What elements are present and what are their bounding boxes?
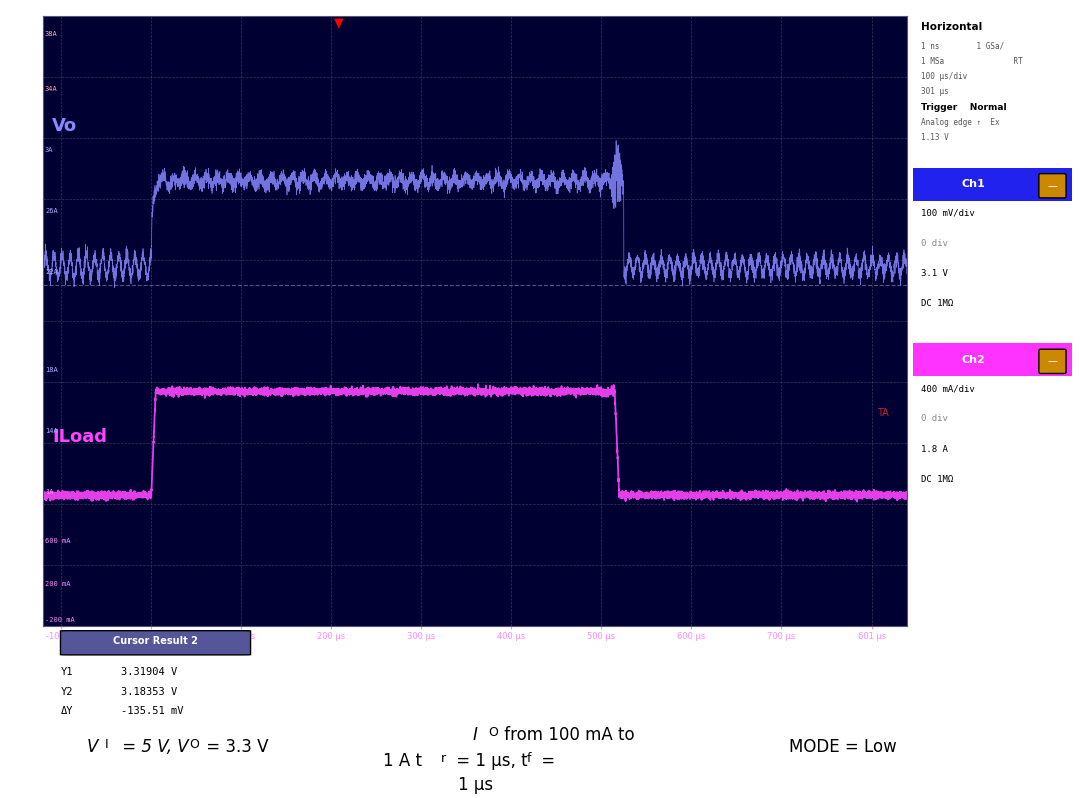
Text: 600 mA: 600 mA [45,538,70,544]
Text: 1.8 A: 1.8 A [920,444,947,454]
Text: ▼: ▼ [334,16,343,29]
Text: Ch1: Ch1 [961,180,985,189]
Bar [913,168,1072,201]
Text: Y1: Y1 [60,667,73,678]
Text: 1 ns        1 GSa/: 1 ns 1 GSa/ [920,41,1003,50]
Text: -200 mA: -200 mA [45,618,75,623]
Text: V: V [86,738,98,757]
Text: O: O [189,738,199,751]
Text: 1 A t: 1 A t [383,752,422,770]
Text: = 3.3 V: = 3.3 V [201,738,268,757]
Text: 100 μs/div: 100 μs/div [920,72,967,81]
Text: =: = [536,752,555,770]
Text: 3A: 3A [45,148,54,153]
Text: O: O [488,726,498,739]
Text: 3.1 V: 3.1 V [920,269,947,279]
Text: ΔY: ΔY [60,705,73,716]
Text: 1.13 V: 1.13 V [920,133,948,142]
Text: Cursor Result 2: Cursor Result 2 [113,637,198,646]
Text: DC 1MΩ: DC 1MΩ [920,299,953,309]
Text: —: — [1048,181,1057,191]
Text: 3.18353 V: 3.18353 V [121,686,177,697]
Text: 1A: 1A [45,489,54,495]
Text: r: r [441,752,446,764]
Text: Vo: Vo [52,117,78,135]
Text: Horizontal: Horizontal [920,22,982,33]
Text: 22A: 22A [45,270,57,275]
Bar [913,343,1072,377]
Text: DC 1MΩ: DC 1MΩ [920,475,953,484]
Text: I: I [473,726,477,745]
Text: = 5 V, V: = 5 V, V [117,738,188,757]
Text: from 100 mA to: from 100 mA to [499,726,635,745]
Text: Y2: Y2 [60,686,73,697]
Text: 34A: 34A [45,86,57,93]
Text: 3.31904 V: 3.31904 V [121,667,177,678]
Text: 0 div: 0 div [920,414,947,424]
Text: 1 μs: 1 μs [458,776,492,795]
Text: Trigger    Normal: Trigger Normal [920,103,1007,112]
Text: 400 mA/div: 400 mA/div [920,384,974,393]
Text: I: I [105,738,108,751]
Text: 301 μs: 301 μs [920,88,948,97]
Text: ILoad: ILoad [52,429,107,446]
Text: 14A: 14A [45,428,57,434]
Text: Analog edge ↑  Ex: Analog edge ↑ Ex [920,118,999,127]
Text: 0 div: 0 div [920,239,947,248]
FancyBboxPatch shape [1039,350,1066,373]
Text: TA: TA [877,408,889,418]
FancyBboxPatch shape [60,630,251,655]
Text: f: f [527,752,531,764]
Text: -135.51 mV: -135.51 mV [121,705,184,716]
Text: 18A: 18A [45,367,57,373]
Text: 1 MSa               RT: 1 MSa RT [920,57,1023,65]
Text: 200 mA: 200 mA [45,581,70,587]
Text: MODE = Low: MODE = Low [788,738,896,757]
Text: 26A: 26A [45,208,57,215]
Text: 38A: 38A [45,31,57,38]
Text: = 1 μs, t: = 1 μs, t [451,752,528,770]
Text: —: — [1048,357,1057,366]
Text: Ch2: Ch2 [961,355,985,365]
FancyBboxPatch shape [1039,174,1066,198]
Text: 100 mV/div: 100 mV/div [920,208,974,218]
